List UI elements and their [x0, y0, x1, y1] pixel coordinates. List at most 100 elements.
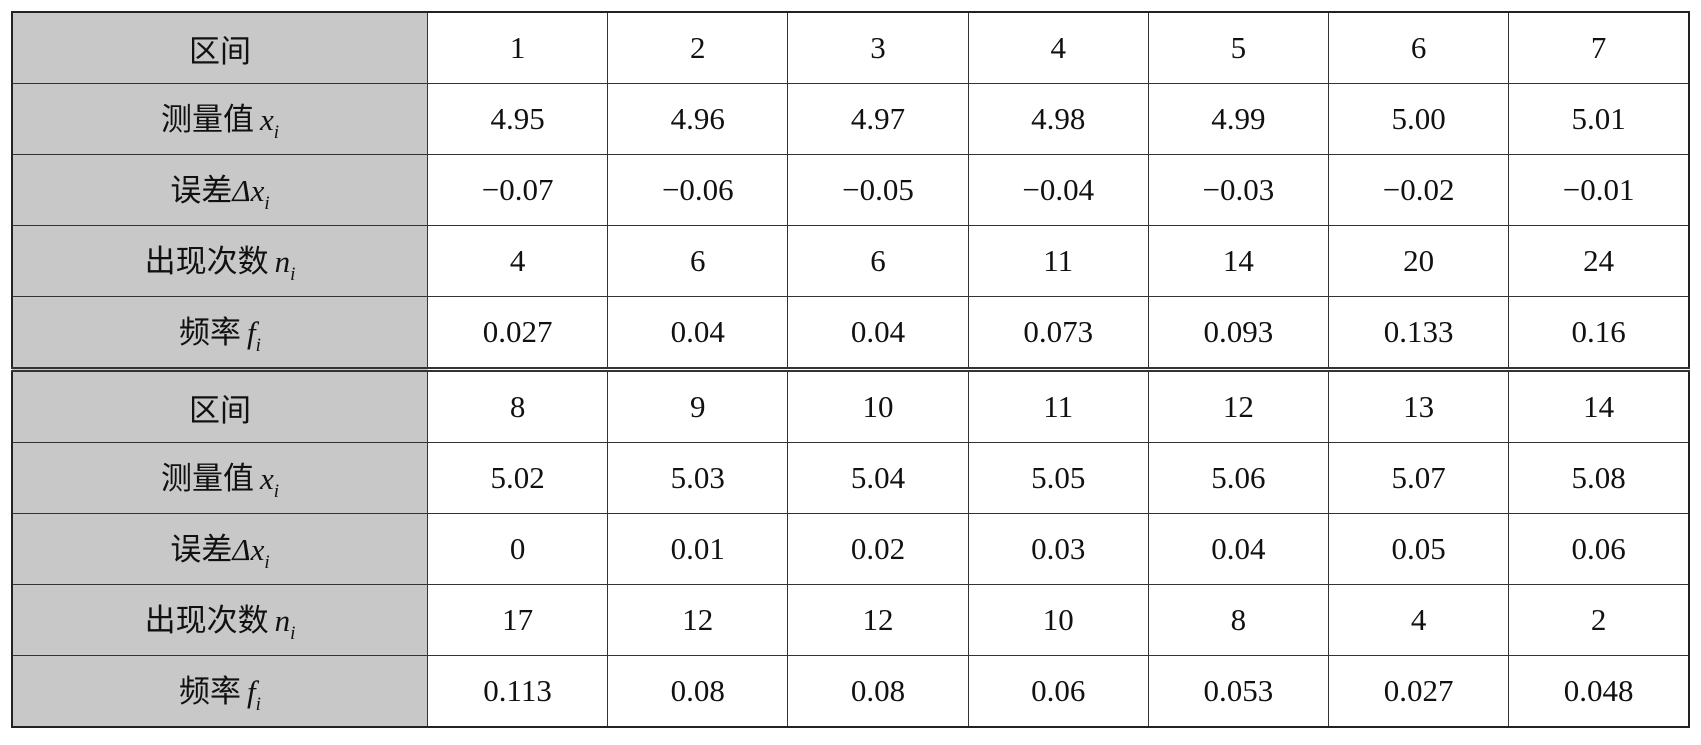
table-row: 区间 8 9 10 11 12 13 14	[11, 367, 1690, 443]
row-header: 测量值 xi	[11, 442, 428, 514]
table-cell: 2	[607, 11, 789, 84]
table-cell: 5.06	[1147, 442, 1330, 514]
label-variable: f	[247, 315, 256, 350]
table-cell: 0.113	[426, 655, 609, 728]
label-variable: n	[274, 244, 291, 279]
table-cell: 17	[426, 584, 609, 656]
table-cell: 0.05	[1328, 513, 1510, 585]
table-cell: −0.04	[967, 154, 1149, 226]
label-subscript: i	[264, 552, 270, 573]
table-cell: 0.04	[787, 296, 969, 370]
row-header: 频率 fi	[11, 655, 428, 728]
table-cell: 8	[426, 367, 609, 443]
table-cell: 0.027	[1328, 655, 1510, 728]
row-header: 出现次数 ni	[11, 225, 428, 297]
table-cell: 0.133	[1328, 296, 1510, 370]
table-cell: 4.99	[1147, 83, 1330, 155]
table-cell: −0.03	[1147, 154, 1330, 226]
table-cell: 0.06	[1508, 513, 1690, 585]
label-text: 出现次数	[144, 603, 269, 638]
table-cell: 0.04	[607, 296, 789, 370]
table-cell: 4.95	[426, 83, 609, 155]
table-cell: 0.03	[967, 513, 1149, 585]
label-subscript: i	[255, 694, 261, 715]
label-subscript: i	[255, 335, 261, 356]
row-header: 频率 fi	[11, 296, 428, 370]
table-cell: 5.01	[1508, 83, 1690, 155]
table-cell: 0.16	[1508, 296, 1690, 370]
table-cell: 10	[787, 367, 969, 443]
row-header: 区间	[11, 11, 428, 84]
table-cell: 14	[1508, 367, 1690, 443]
table-cell: 6	[607, 225, 789, 297]
label-text: 出现次数	[144, 244, 269, 279]
table-cell: 6	[1328, 11, 1510, 84]
label-text: 测量值	[160, 461, 254, 496]
table-cell: 7	[1508, 11, 1690, 84]
label-text: 误差	[170, 173, 233, 208]
table-cell: 12	[787, 584, 969, 656]
row-header: 测量值 xi	[11, 83, 428, 155]
table-cell: 10	[967, 584, 1149, 656]
label-text: 频率	[179, 315, 242, 350]
table-cell: 0.093	[1147, 296, 1330, 370]
label-subscript: i	[264, 193, 270, 214]
table-row: 出现次数 ni 17 12 12 10 8 4 2	[11, 584, 1690, 656]
label-variable: f	[247, 674, 256, 709]
row-header: 出现次数 ni	[11, 584, 428, 656]
table-cell: 12	[607, 584, 789, 656]
row-header: 误差Δxi	[11, 513, 428, 585]
label-text: 区间	[189, 392, 251, 428]
table-cell: 4.98	[967, 83, 1149, 155]
table-cell: 4.96	[607, 83, 789, 155]
table-cell: 0.01	[607, 513, 789, 585]
table-cell: 3	[787, 11, 969, 84]
table-cell: 5.08	[1508, 442, 1690, 514]
table-cell: 20	[1328, 225, 1510, 297]
label-subscript: i	[290, 623, 296, 644]
label-text: 频率	[179, 674, 242, 709]
table-cell: 5.07	[1328, 442, 1510, 514]
table-cell: 4	[426, 225, 609, 297]
label-variable: x	[259, 461, 274, 496]
table-row: 出现次数 ni 4 6 6 11 14 20 24	[11, 225, 1690, 297]
table-cell: 13	[1328, 367, 1510, 443]
table-row: 区间 1 2 3 4 5 6 7	[11, 11, 1690, 84]
table-cell: −0.02	[1328, 154, 1510, 226]
table-cell: 24	[1508, 225, 1690, 297]
table-row: 误差Δxi 0 0.01 0.02 0.03 0.04 0.05 0.06	[11, 513, 1690, 585]
row-header: 误差Δxi	[11, 154, 428, 226]
table-cell: 0.08	[607, 655, 789, 728]
table-cell: 0.04	[1147, 513, 1330, 585]
table-cell: 5.00	[1328, 83, 1510, 155]
table-cell: 0.02	[787, 513, 969, 585]
table-cell: 1	[426, 11, 609, 84]
table-row: 频率 fi 0.027 0.04 0.04 0.073 0.093 0.133 0.16	[11, 296, 1690, 370]
table-cell: 5.03	[607, 442, 789, 514]
table-cell: −0.07	[426, 154, 609, 226]
label-subscript: i	[290, 264, 296, 285]
table-cell: 5	[1147, 11, 1330, 84]
table-row: 误差Δxi −0.07 −0.06 −0.05 −0.04 −0.03 −0.02 −0.01	[11, 154, 1690, 226]
table-cell: 2	[1508, 584, 1690, 656]
table-cell: 0.053	[1147, 655, 1330, 728]
table-cell: 6	[787, 225, 969, 297]
table-cell: −0.01	[1508, 154, 1690, 226]
table-row: 测量值 xi 4.95 4.96 4.97 4.98 4.99 5.00 5.01	[11, 83, 1690, 155]
table-cell: −0.05	[787, 154, 969, 226]
table-cell: 12	[1147, 367, 1330, 443]
table-cell: 8	[1147, 584, 1330, 656]
label-text: 区间	[189, 33, 251, 69]
label-subscript: i	[273, 122, 280, 143]
table-cell: 11	[967, 367, 1149, 443]
table-cell: 0.048	[1508, 655, 1690, 728]
table-cell: 4	[1328, 584, 1510, 656]
table-cell: 5.02	[426, 442, 609, 514]
table-cell: 0.08	[787, 655, 969, 728]
table-cell: 4.97	[787, 83, 969, 155]
table-cell: 5.05	[967, 442, 1149, 514]
table-row: 测量值 xi 5.02 5.03 5.04 5.05 5.06 5.07 5.08	[11, 442, 1690, 514]
label-variable: Δx	[232, 173, 265, 208]
frequency-table: 区间 1 2 3 4 5 6 7 测量值 xi 4.95 4.96 4.97 4.98 4.99 5.00 5.…	[11, 11, 1690, 728]
